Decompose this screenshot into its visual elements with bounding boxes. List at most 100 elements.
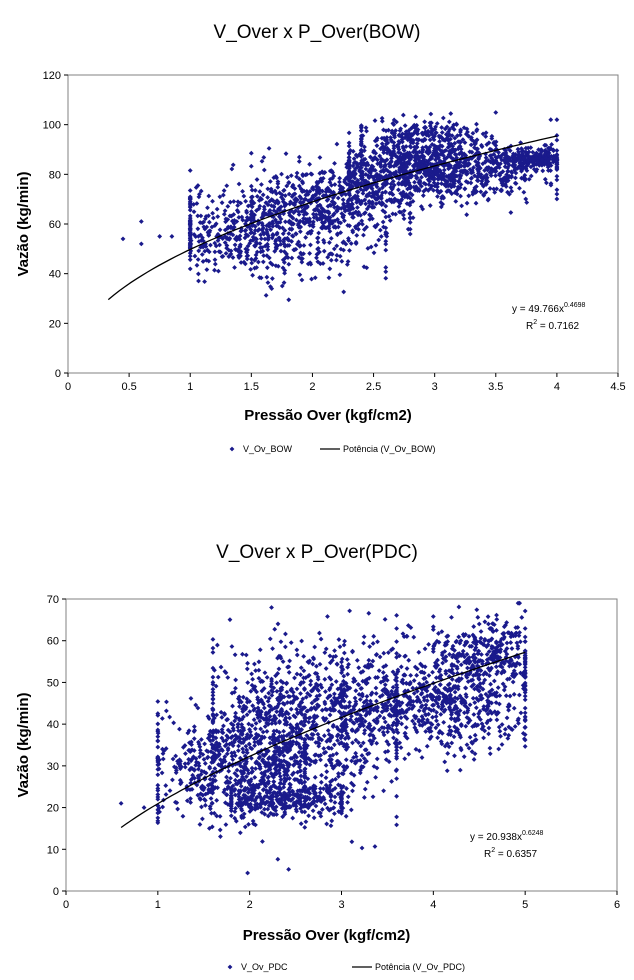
data-point [236,734,242,740]
data-point [399,196,405,202]
data-point [182,743,188,748]
data-point [294,652,300,658]
data-point [310,661,316,667]
data-point [452,140,458,146]
data-point [355,189,361,195]
data-point [554,160,560,166]
data-point [334,252,340,258]
data-point [240,694,246,700]
data-point [241,714,246,720]
data-point [283,741,289,746]
data-point [334,733,340,739]
data-point [381,650,387,656]
data-point [258,795,264,801]
data-point [238,260,244,265]
data-point [268,784,274,790]
data-point [275,621,281,627]
data-point [370,658,376,664]
data-point [257,647,263,653]
data-point [419,714,425,719]
data-point [319,209,325,215]
data-point [339,656,345,662]
data-point [521,189,527,195]
data-point [370,192,376,198]
equation-exponent: 0.4698 [564,302,586,309]
data-point [397,201,403,206]
data-point [301,653,307,659]
data-point [440,136,446,141]
data-point [347,717,353,723]
data-point [346,205,352,210]
data-point [321,795,326,800]
r-squared-text: R2 = 0.7162 [526,319,580,332]
data-point [301,794,307,800]
data-point [274,705,280,710]
data-point [350,170,356,176]
data-point [444,135,450,141]
data-point [351,156,357,162]
data-point [367,216,373,222]
data-point [212,240,218,246]
data-point [431,167,437,173]
data-point [411,122,417,128]
data-point [201,224,207,230]
data-point [355,222,361,228]
data-point [223,792,229,798]
data-point [415,188,420,193]
data-point [437,151,443,157]
data-point [455,727,461,733]
data-point [331,742,337,748]
data-point [296,749,302,755]
data-point [242,824,248,830]
data-point [420,193,426,198]
data-point [234,801,240,806]
data-point [346,182,352,188]
data-point [187,266,193,272]
data-point [242,235,248,241]
data-point [282,270,287,276]
data-point [396,204,402,209]
data-point [213,729,219,735]
data-point [347,699,353,705]
y-tick-label: 100 [43,120,61,132]
data-point [373,150,379,156]
data-point [230,232,236,238]
data-point [391,148,397,154]
data-point [330,175,335,181]
data-point [287,776,292,781]
data-point [475,178,481,184]
data-point [281,753,287,758]
data-point [192,253,198,259]
data-point [303,235,309,240]
data-point [470,662,476,668]
data-point [247,709,253,714]
data-point [169,234,175,239]
data-point [457,708,463,714]
x-tick-label: 3.5 [488,381,503,393]
data-point [476,173,481,179]
data-point [204,224,210,230]
data-point [317,790,323,795]
data-point [155,744,161,750]
data-point [294,671,300,677]
data-point [244,747,249,753]
data-point [313,212,319,218]
data-point [441,171,447,177]
data-point [167,714,173,720]
data-point [318,757,323,763]
data-point [249,671,255,677]
data-point [223,738,229,743]
data-point [205,755,210,761]
data-point [324,821,330,827]
data-point [231,199,237,204]
data-point [210,700,216,706]
data-point [436,704,441,710]
data-point [192,727,197,733]
y-tick-label: 0 [55,368,61,380]
data-point [255,739,261,745]
data-point [422,129,428,135]
data-point [287,218,292,224]
data-point [358,201,364,207]
data-point [195,792,201,798]
data-point [305,743,310,749]
